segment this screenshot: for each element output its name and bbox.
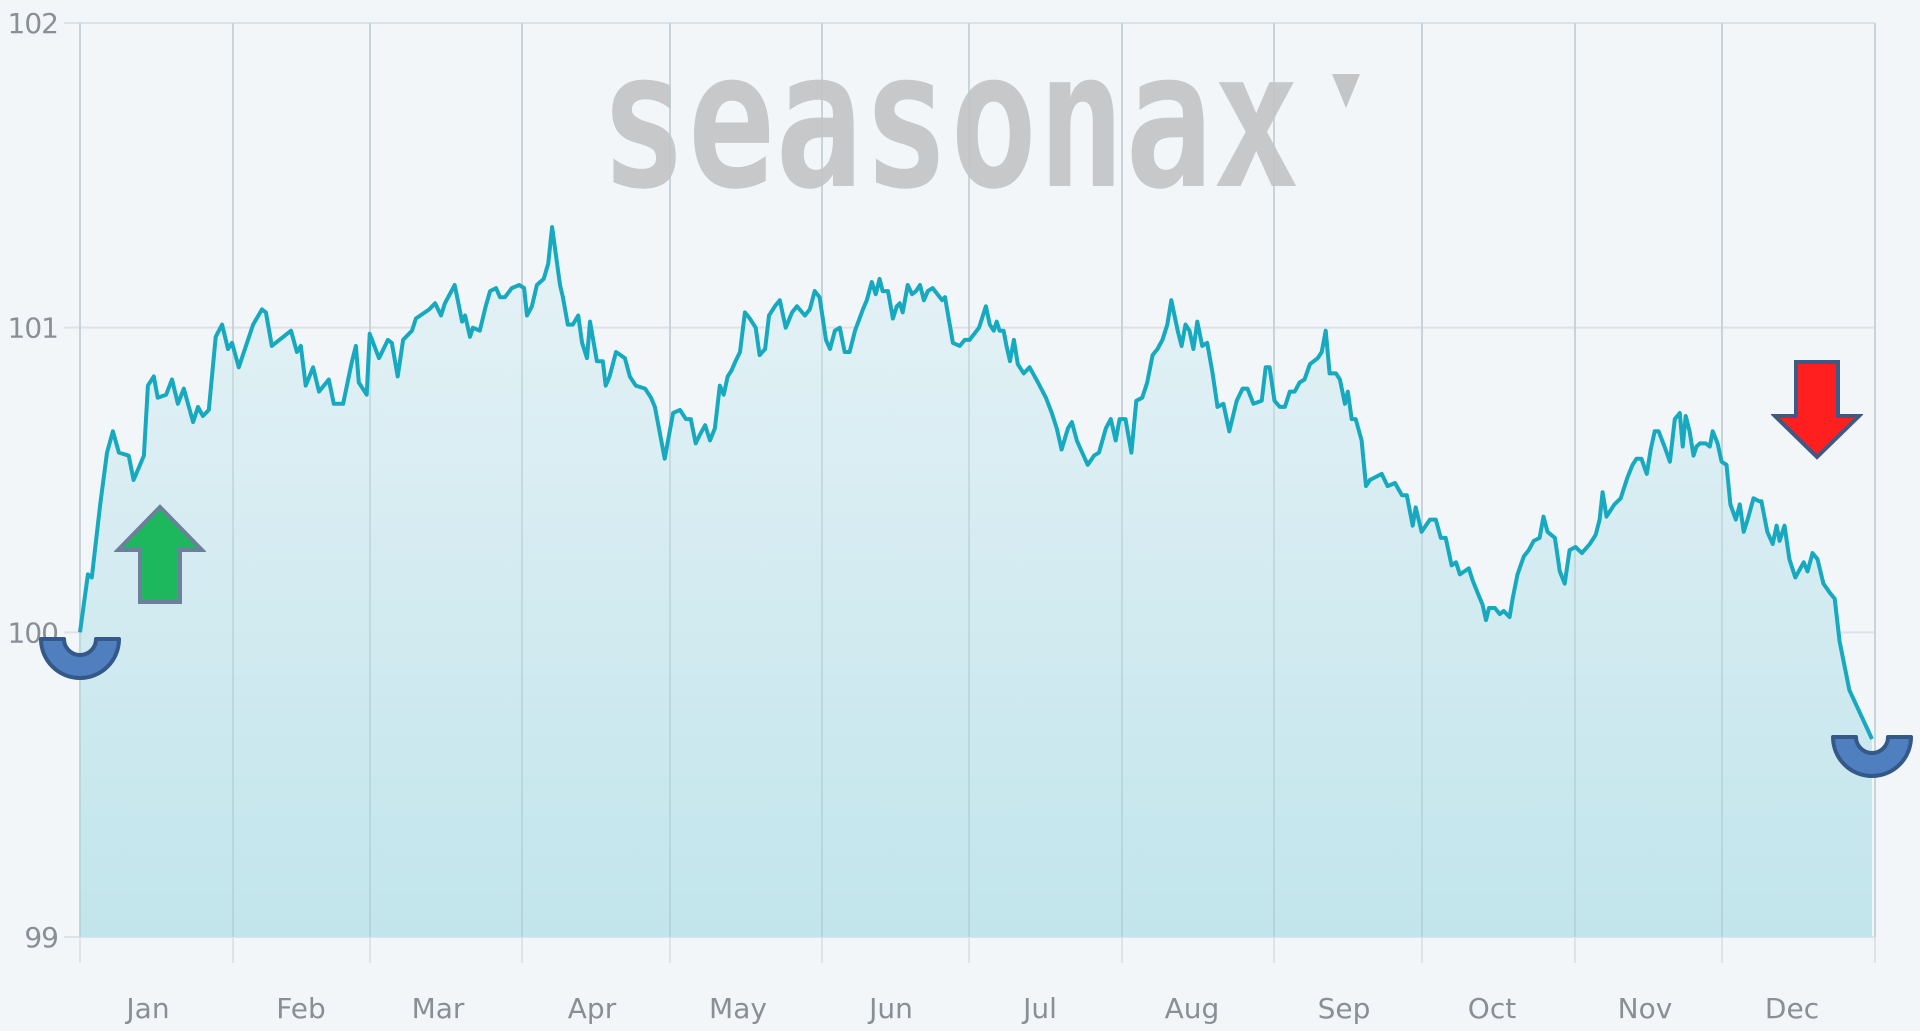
y-tick-label: 102 — [8, 7, 58, 40]
seasonax-watermark-logo: seasonax — [600, 62, 1360, 202]
area-fill — [80, 227, 1872, 938]
arrow-up-icon — [114, 504, 206, 604]
y-tick-label: 99 — [24, 921, 58, 954]
series-line — [78, 225, 1874, 740]
logo-triangle-icon — [1332, 74, 1360, 108]
x-tick-label-jul: Jul — [1021, 992, 1057, 1025]
x-tick-label-may: May — [709, 992, 767, 1025]
x-tick-label-sep: Sep — [1318, 992, 1371, 1025]
end-marker-cup-icon — [1831, 735, 1913, 778]
watermark-text: seasonax — [600, 62, 1300, 202]
x-tick-label-aug: Aug — [1165, 992, 1220, 1025]
x-tick-label-nov: Nov — [1618, 992, 1673, 1025]
x-axis-ticks: Jan Feb Mar Apr May Jun Jul Aug Sep Oct Nov Dec — [124, 992, 1819, 1025]
arrow-down-icon — [1771, 360, 1863, 460]
x-tick-label-dec: Dec — [1765, 992, 1819, 1025]
start-marker-cup-icon — [39, 637, 121, 680]
vertical-gridlines-overlay — [79, 23, 1876, 937]
x-tick-label-jun: Jun — [867, 992, 913, 1025]
x-tick-label-apr: Apr — [568, 992, 617, 1025]
x-tick-label-feb: Feb — [276, 992, 326, 1025]
x-tick-label-jan: Jan — [124, 992, 169, 1025]
y-tick-label: 101 — [8, 312, 58, 345]
x-tick-label-mar: Mar — [412, 992, 465, 1025]
x-tick-label-oct: Oct — [1468, 992, 1516, 1025]
